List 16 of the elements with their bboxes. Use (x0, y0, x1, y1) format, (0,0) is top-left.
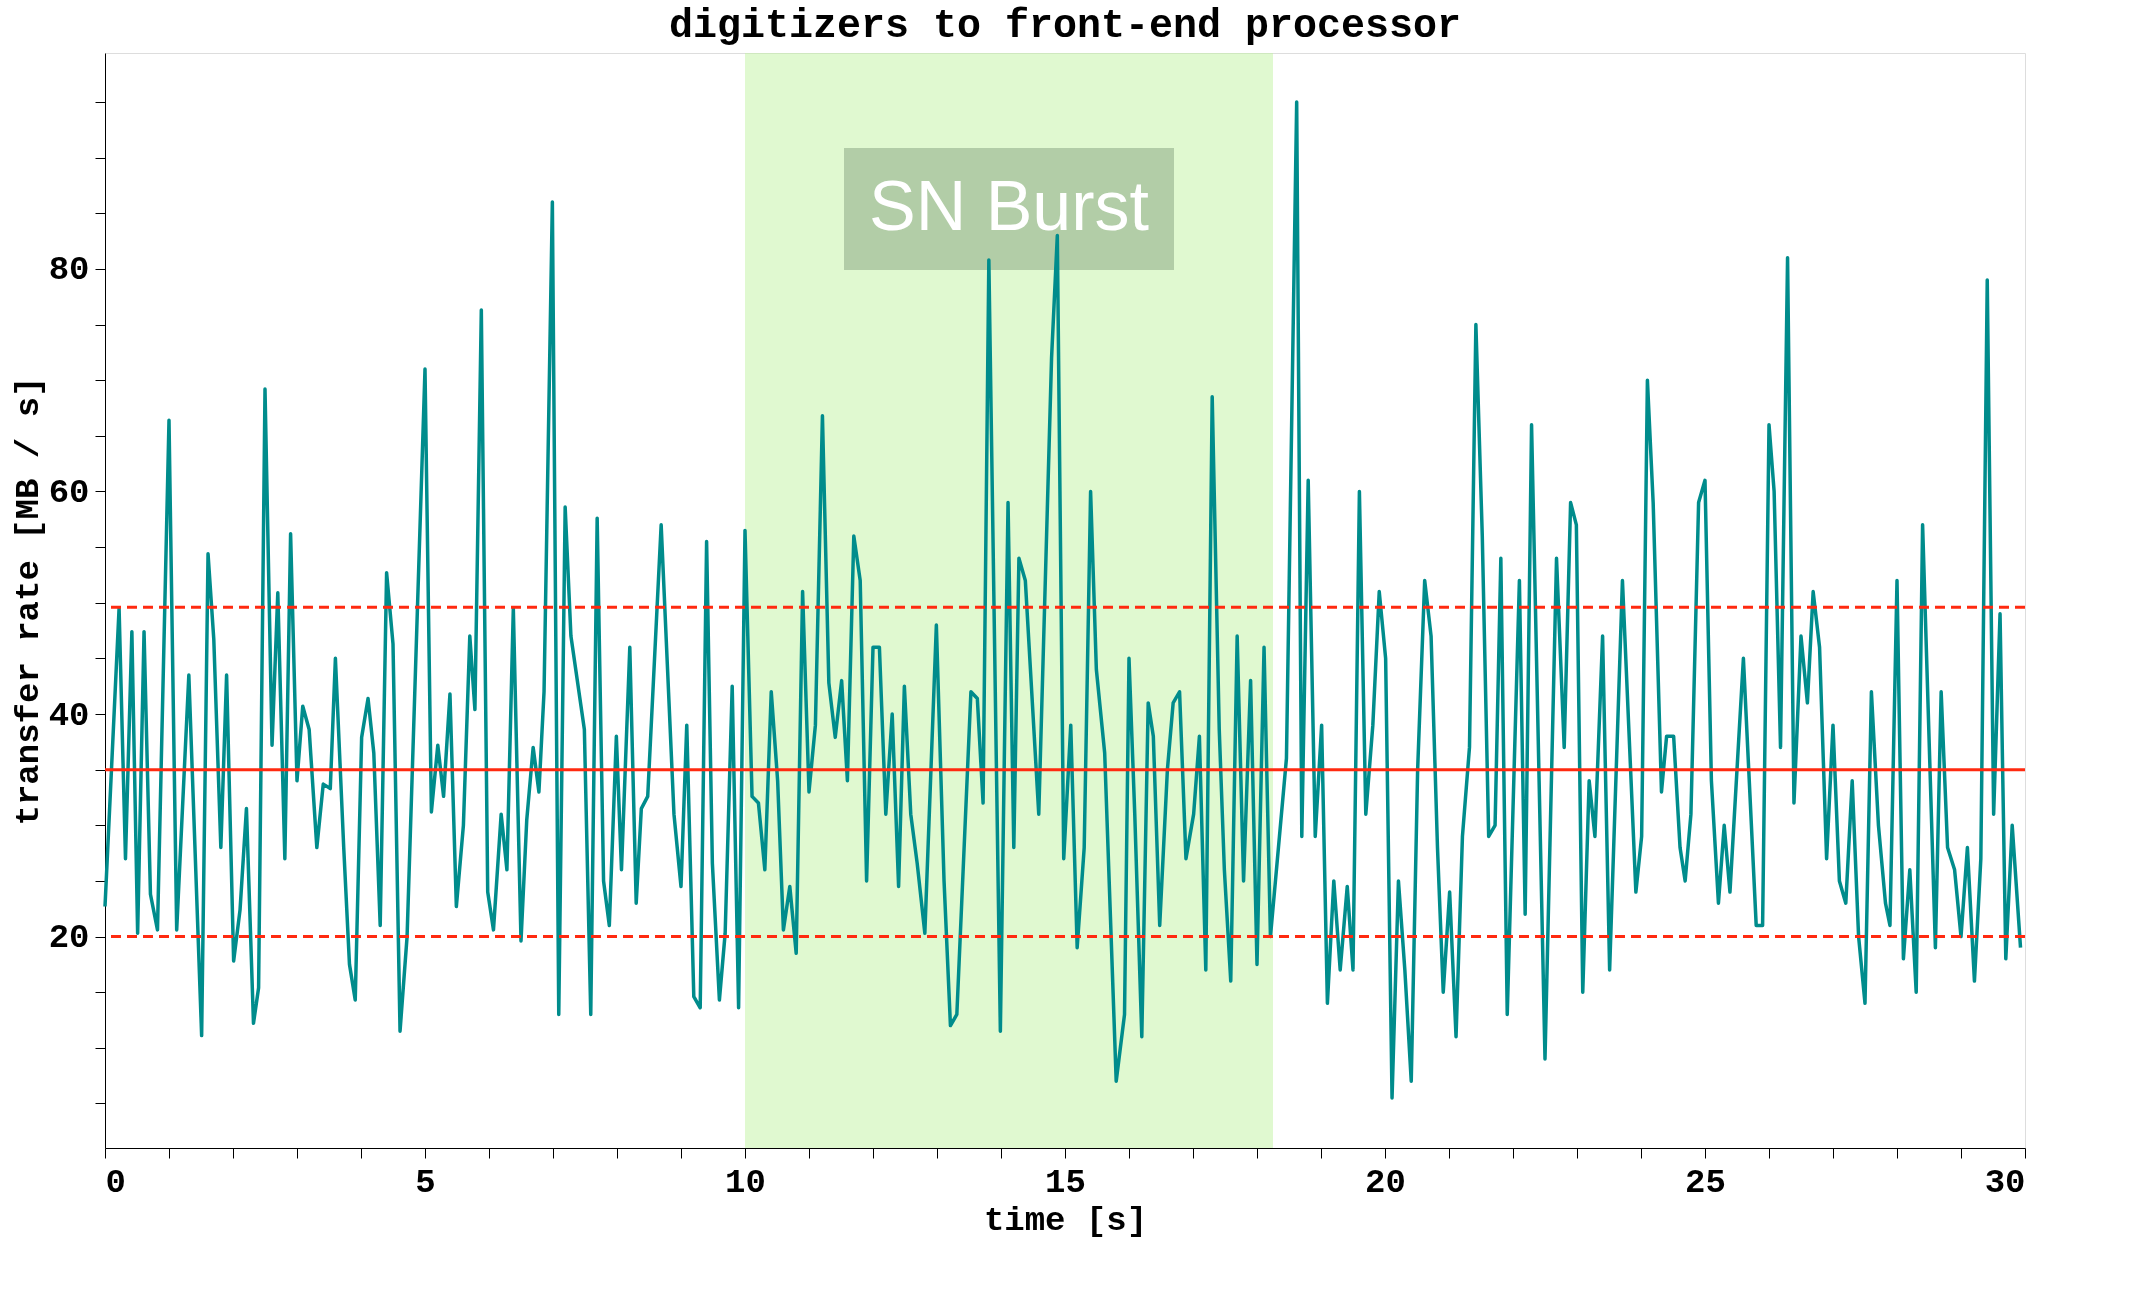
x-tick-label: 10 (725, 1163, 766, 1202)
y-tick-label: 60 (48, 473, 90, 512)
x-tick-label: 20 (1365, 1163, 1406, 1202)
x-tick-label: 0 (105, 1163, 126, 1202)
y-tick-label: 20 (48, 919, 90, 958)
y-tick-label: 40 (48, 696, 90, 735)
x-tick-label: 15 (1045, 1163, 1086, 1202)
x-tick-label: 30 (1984, 1163, 2026, 1202)
x-axis-title: time [s] (983, 1201, 1148, 1240)
y-axis-title: transfer rate [MB / s] (9, 376, 48, 826)
y-tick-label: 80 (48, 251, 90, 290)
x-tick-label: 25 (1685, 1163, 1726, 1202)
chart-title: digitizers to front-end processor (668, 4, 1462, 49)
x-tick-label: 5 (415, 1163, 436, 1202)
band-label: SN Burst (868, 167, 1150, 245)
line-series (103, 100, 2023, 1100)
